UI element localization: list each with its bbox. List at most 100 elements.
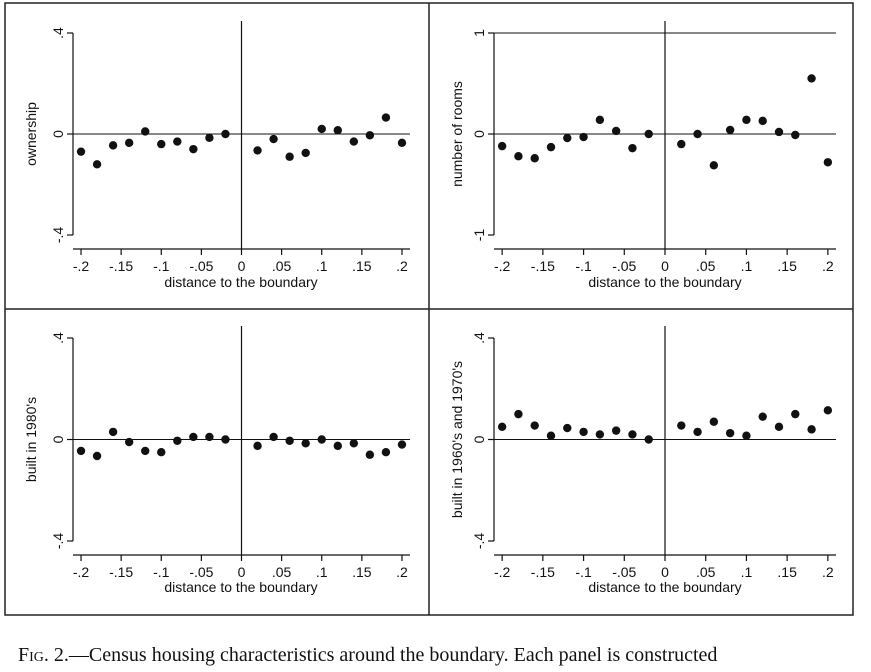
data-point bbox=[173, 436, 182, 445]
caption-text: —Census housing characteristics around t… bbox=[68, 644, 718, 666]
y-tick-label: .4 bbox=[50, 27, 66, 39]
data-point bbox=[595, 115, 605, 125]
data-point bbox=[546, 431, 556, 440]
y-tick-label: 0 bbox=[471, 435, 487, 443]
x-tick-label: .05 bbox=[272, 258, 292, 274]
data-point bbox=[76, 147, 86, 156]
data-point bbox=[317, 435, 326, 444]
data-point bbox=[791, 130, 800, 140]
data-point bbox=[92, 451, 102, 461]
x-tick-label: .15 bbox=[352, 564, 372, 580]
data-point bbox=[124, 138, 134, 148]
panel-ownership: -.4 0 .4 -.2 -.15 -.1 -.05 0 .05 .1 .15 .2 distance … bbox=[23, 21, 410, 290]
x-tick-label: .05 bbox=[696, 564, 716, 580]
x-tick-label: .1 bbox=[741, 564, 753, 580]
data-point bbox=[365, 131, 375, 140]
data-point bbox=[774, 422, 784, 432]
x-tick-label: .2 bbox=[396, 258, 408, 274]
data-point bbox=[644, 435, 653, 444]
data-point bbox=[301, 439, 310, 448]
data-point bbox=[807, 425, 816, 434]
x-tick-label: 0 bbox=[238, 564, 246, 580]
data-point bbox=[514, 409, 523, 419]
data-point bbox=[677, 421, 686, 430]
x-tick-label: .2 bbox=[822, 258, 834, 274]
data-point bbox=[141, 446, 150, 456]
x-tick-label: -.05 bbox=[189, 564, 213, 580]
figure-caption: Fig. 2.—Census housing characteristics a… bbox=[18, 644, 868, 667]
data-point bbox=[253, 441, 262, 451]
data-point bbox=[269, 134, 278, 144]
x-tick-label: .1 bbox=[316, 564, 328, 580]
data-point bbox=[579, 132, 588, 142]
panel-number-of-rooms: -1 0 1 -.2 -.15 -.1 -.05 0 .05 .1 .15 .2 distance to… bbox=[449, 21, 836, 290]
data-point bbox=[317, 124, 326, 134]
x-tick-label: -.2 bbox=[73, 564, 90, 580]
y-tick-label: -.4 bbox=[50, 533, 66, 550]
data-point bbox=[397, 138, 407, 148]
x-axis-label: distance to the boundary bbox=[164, 274, 317, 290]
x-tick-label: -.15 bbox=[109, 258, 133, 274]
data-point bbox=[807, 74, 816, 83]
data-point bbox=[365, 450, 375, 459]
data-point bbox=[76, 446, 86, 456]
data-point bbox=[108, 427, 118, 437]
data-point bbox=[563, 133, 572, 143]
y-tick-label: 0 bbox=[50, 435, 66, 443]
data-point bbox=[221, 129, 230, 139]
data-point bbox=[791, 409, 800, 419]
data-point bbox=[381, 447, 391, 457]
y-tick-label: .4 bbox=[471, 332, 487, 344]
data-point bbox=[269, 432, 278, 442]
data-point bbox=[497, 141, 507, 151]
x-tick-label: .1 bbox=[741, 258, 753, 274]
x-tick-label: .15 bbox=[777, 258, 797, 274]
x-tick-label: -.1 bbox=[153, 564, 170, 580]
data-point bbox=[381, 113, 391, 122]
x-tick-label: -.1 bbox=[575, 564, 592, 580]
data-point bbox=[563, 423, 572, 433]
data-point bbox=[725, 428, 735, 438]
data-point bbox=[709, 417, 719, 426]
data-point bbox=[205, 432, 214, 442]
data-point bbox=[530, 421, 539, 430]
data-point bbox=[579, 427, 588, 437]
data-point bbox=[253, 146, 262, 155]
data-point bbox=[725, 125, 735, 135]
data-point bbox=[611, 426, 621, 435]
y-tick-label: -1 bbox=[471, 229, 487, 242]
data-point bbox=[823, 406, 833, 415]
data-point bbox=[611, 126, 621, 136]
data-point bbox=[628, 430, 637, 439]
data-point bbox=[333, 126, 342, 135]
data-point bbox=[124, 437, 134, 447]
data-point bbox=[221, 435, 230, 444]
data-point bbox=[205, 133, 214, 142]
y-tick-label: 0 bbox=[50, 130, 66, 138]
data-point bbox=[141, 127, 150, 136]
x-tick-label: 0 bbox=[238, 258, 246, 274]
data-point bbox=[349, 439, 359, 448]
x-tick-label: -.15 bbox=[531, 258, 555, 274]
x-tick-label: -.2 bbox=[494, 564, 511, 580]
x-tick-label: -.15 bbox=[531, 564, 555, 580]
data-point bbox=[157, 447, 166, 457]
panel-built-1960s-1970s: -.4 0 .4 -.2 -.15 -.1 -.05 0 .05 .1 .15 .2 distance … bbox=[449, 326, 836, 595]
x-tick-label: .15 bbox=[777, 564, 797, 580]
data-point bbox=[742, 431, 751, 440]
data-point bbox=[774, 127, 784, 137]
data-point bbox=[108, 141, 118, 150]
x-tick-label: .1 bbox=[316, 258, 328, 274]
data-point bbox=[173, 137, 182, 146]
x-tick-label: .05 bbox=[696, 258, 716, 274]
data-point bbox=[677, 139, 686, 149]
x-tick-label: -.05 bbox=[189, 258, 213, 274]
y-axis-label: built in 1980's bbox=[23, 397, 39, 482]
data-point bbox=[546, 142, 556, 152]
data-point bbox=[742, 115, 751, 125]
data-point bbox=[285, 152, 294, 161]
data-point bbox=[758, 412, 767, 421]
x-tick-label: .2 bbox=[396, 564, 408, 580]
data-point bbox=[693, 129, 702, 139]
x-tick-label: -.2 bbox=[494, 258, 511, 274]
